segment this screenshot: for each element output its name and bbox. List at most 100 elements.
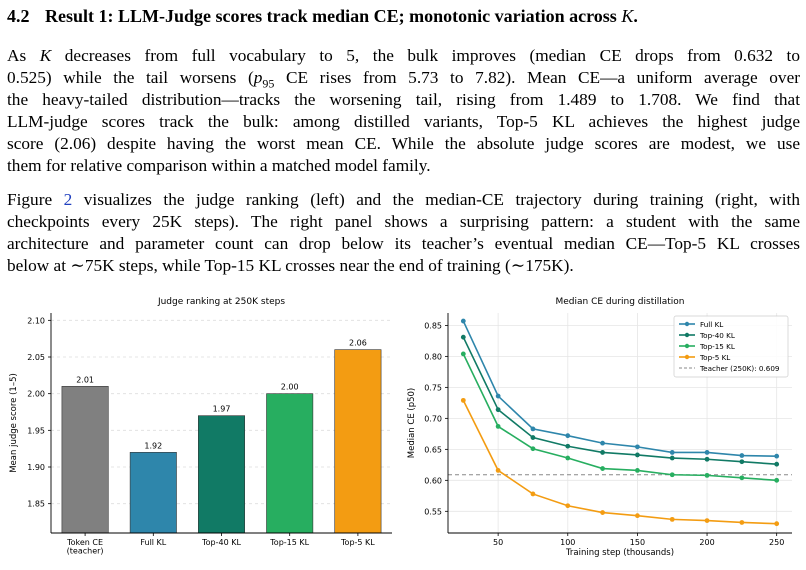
- series-line-top-40-kl: [462, 336, 777, 466]
- bar-top-15-kl: [266, 393, 314, 534]
- data-point-full-kl: [565, 433, 571, 439]
- data-point-top-40-kl: [530, 435, 536, 440]
- paragraph-line: Figure 2 visualizes the judge ranking (l…: [7, 190, 800, 209]
- data-point-full-kl: [739, 453, 745, 458]
- bar-value-label: 2.01: [76, 375, 94, 384]
- data-point-top-15-kl: [774, 477, 780, 483]
- data-point-top-5-kl: [635, 513, 640, 519]
- bar-category-label: Full KL: [140, 538, 166, 547]
- legend-marker: [684, 321, 690, 327]
- data-point-top-5-kl: [530, 491, 536, 497]
- data-point-top-40-kl: [600, 450, 605, 455]
- bar-value-label: 2.06: [349, 339, 367, 348]
- line-x-tick-label: 150: [630, 538, 645, 547]
- line-y-tick-label: 0.85: [424, 321, 442, 330]
- data-point-top-40-kl: [739, 459, 745, 465]
- legend-label: Top-5 KL: [699, 353, 730, 362]
- legend-label: Top-40 KL: [699, 331, 735, 340]
- series-line-top-5-kl: [462, 400, 777, 525]
- line-y-tick-label: 0.65: [424, 445, 442, 454]
- data-point-full-kl: [495, 393, 501, 399]
- line-chart-y-label: Median CE (p50): [407, 388, 417, 458]
- line-x-tick-label: 100: [560, 538, 575, 547]
- section-heading: 4.2 Result 1: LLM-Judge scores track medi…: [7, 5, 638, 27]
- line-y-tick-label: 0.75: [424, 383, 442, 392]
- line-chart-title: Median CE during distillation: [555, 297, 684, 307]
- data-point-top-5-kl: [704, 518, 710, 524]
- data-point-top-5-kl: [600, 510, 605, 515]
- data-point-top-15-kl: [460, 351, 466, 357]
- data-point-top-15-kl: [565, 455, 571, 461]
- data-point-full-kl: [460, 318, 466, 324]
- bar-value-label: 2.00: [281, 383, 299, 392]
- data-point-top-40-kl: [669, 455, 675, 461]
- paragraph-line: LLM-judge scores track the bulk: among d…: [7, 112, 800, 131]
- line-x-tick-label: 250: [769, 538, 784, 547]
- section-number: 4.2: [7, 6, 30, 26]
- paragraph-line: checkpoints every 25K steps). The right …: [7, 212, 800, 231]
- data-point-top-40-kl: [704, 456, 710, 462]
- legend-marker: [684, 354, 690, 360]
- bar-category-label: (teacher): [67, 547, 104, 556]
- bar-top-5-kl: [334, 349, 382, 534]
- bar-y-tick-label: 1.85: [27, 500, 45, 509]
- line-chart-x-label: Training step (thousands): [565, 548, 674, 558]
- bar-value-label: 1.97: [213, 405, 231, 414]
- data-point-full-kl: [635, 444, 640, 450]
- bar-y-tick-label: 2.05: [27, 353, 45, 362]
- bar-category-label: Top-40 KL: [201, 538, 241, 547]
- bar-y-tick-label: 1.95: [27, 426, 45, 435]
- bar-chart-title: Judge ranking at 250K steps: [157, 297, 285, 307]
- paragraph-line: them for relative comparison within a ma…: [7, 156, 431, 175]
- bar-y-tick-label: 1.90: [27, 463, 45, 472]
- paragraph-line: score (2.06) despite having the worst me…: [7, 134, 800, 153]
- legend-label: Teacher (250K): 0.609: [699, 364, 780, 373]
- legend-label: Top-15 KL: [699, 342, 735, 351]
- data-point-top-5-kl: [739, 520, 745, 525]
- paragraph-result: As K decreases from full vocabulary to 5…: [7, 45, 800, 177]
- data-point-full-kl: [774, 453, 780, 459]
- bar-category-label: Token CE: [66, 538, 103, 547]
- line-y-tick-label: 0.80: [424, 352, 442, 361]
- legend-box: [673, 315, 789, 378]
- data-point-top-15-kl: [495, 424, 501, 429]
- data-point-full-kl: [704, 450, 710, 455]
- series-line-top-15-kl: [462, 353, 777, 482]
- data-point-top-5-kl: [495, 468, 501, 473]
- data-point-top-15-kl: [635, 468, 640, 473]
- data-point-top-5-kl: [565, 503, 571, 509]
- bar-chart-y-label: Mean judge score (1–5): [9, 373, 19, 473]
- data-point-top-40-kl: [460, 334, 466, 340]
- section-title-text: Result 1: LLM-Judge scores track median …: [45, 6, 622, 26]
- figure-2-canvas: 2.01 Token CE(teacher) 1.92 Full KL 1.97 Top-…: [9, 297, 792, 558]
- data-point-top-40-kl: [495, 407, 501, 413]
- data-point-top-5-kl: [669, 516, 675, 522]
- bar-full-kl: [129, 452, 177, 534]
- line-y-tick-label: 0.60: [424, 476, 442, 485]
- series-line-full-kl: [462, 320, 777, 457]
- paragraph-line: below at ∼75K steps, while Top-15 KL cro…: [7, 256, 574, 275]
- median-ce-chart: 0.55 0.60 0.65 0.70 0.75 0.80 0.85 50 100 150 200 2…: [407, 297, 792, 558]
- line-y-tick-label: 0.70: [424, 414, 442, 423]
- paragraph-line: architecture and parameter count can dro…: [7, 234, 800, 253]
- paragraph-figure-description: Figure 2 visualizes the judge ranking (l…: [7, 189, 800, 277]
- data-point-full-kl: [530, 426, 536, 432]
- figure-reference-link[interactable]: 2: [63, 190, 73, 209]
- judge-ranking-chart: 2.01 Token CE(teacher) 1.92 Full KL 1.97 Top-…: [9, 297, 392, 556]
- legend-label: Full KL: [700, 320, 723, 329]
- bar-top-40-kl: [198, 415, 245, 534]
- data-point-top-40-kl: [774, 461, 780, 467]
- data-point-full-kl: [600, 440, 605, 446]
- bar-y-tick-label: 2.10: [27, 316, 45, 325]
- legend-marker: [684, 332, 690, 338]
- bar-token-ce: [61, 386, 109, 534]
- data-point-top-40-kl: [635, 452, 640, 458]
- data-point-top-15-kl: [530, 446, 536, 452]
- bar-y-tick-label: 2.00: [27, 390, 45, 399]
- figure-2: 2.01 Token CE (teacher) 1.92 Full KL 1.97 Top-…: [0, 290, 806, 565]
- line-chart-legend: Full KL Top-40 KL Top-15 KL Top-5 KL Teacher…: [673, 315, 789, 378]
- data-point-full-kl: [669, 450, 675, 455]
- paragraph-line: the heavy-tailed distribution—tracks the…: [7, 90, 800, 109]
- data-point-top-15-kl: [669, 472, 675, 478]
